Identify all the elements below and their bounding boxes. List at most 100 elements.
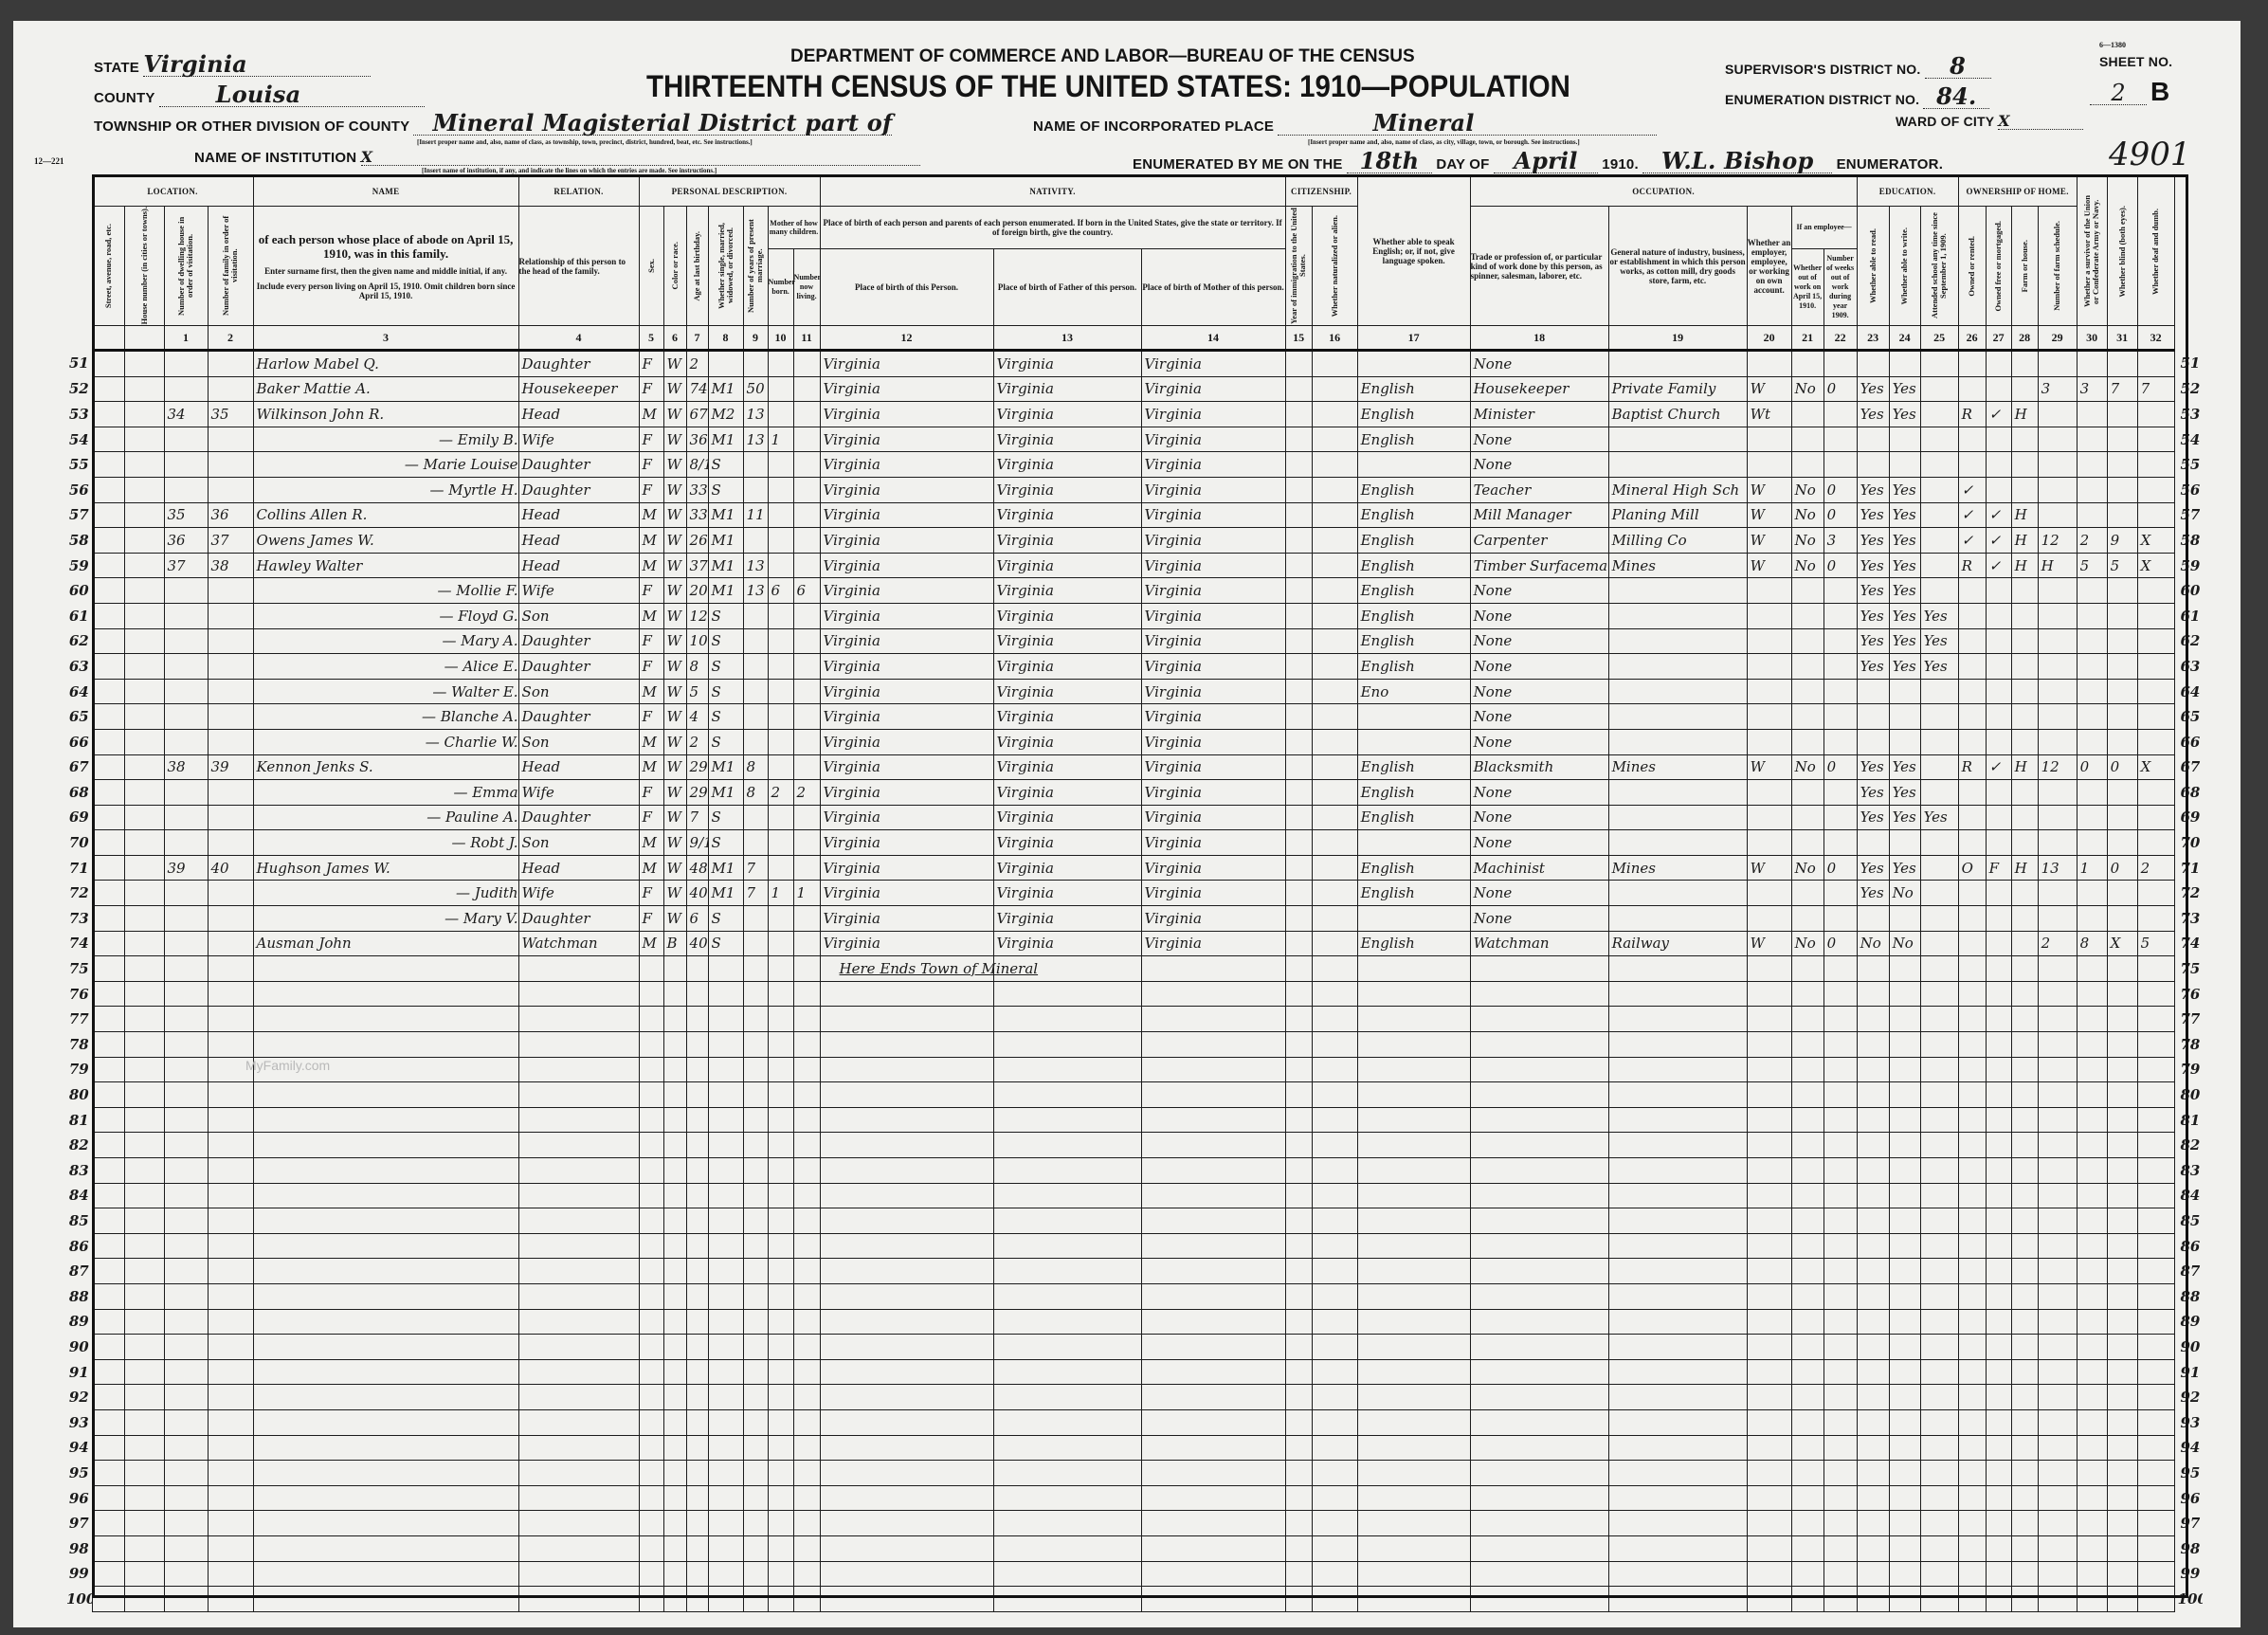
table-cell: F <box>638 627 664 655</box>
table-cell: S <box>707 829 744 856</box>
table-cell <box>2010 804 2039 831</box>
table-cell <box>2037 1408 2077 1436</box>
table-cell: S <box>707 653 744 680</box>
enumerated-field: Enumerated by me on the 18th day of Apri… <box>1133 150 1943 173</box>
table-cell: Housekeeper <box>517 375 640 403</box>
table-cell: 35 <box>207 401 254 427</box>
table-cell <box>2136 501 2175 529</box>
place-label: Name of incorporated place <box>1033 118 1275 135</box>
table-cell <box>517 955 640 982</box>
table-cell <box>1985 930 2012 957</box>
table-cell <box>1284 1081 1313 1108</box>
table-cell <box>2076 1384 2108 1410</box>
table-cell <box>123 1484 165 1512</box>
table-cell <box>1607 703 1748 730</box>
line-number-right: 53 <box>2180 405 2201 423</box>
table-cell: 40 <box>207 854 254 881</box>
line-number-right: 91 <box>2180 1363 2201 1381</box>
line-number-left: 98 <box>68 1539 89 1557</box>
line-number-left: 99 <box>68 1565 89 1583</box>
table-cell: Teacher <box>1469 476 1609 503</box>
table-cell <box>123 1258 165 1284</box>
table-cell <box>2076 779 2108 806</box>
table-cell <box>742 451 769 478</box>
table-cell <box>2037 577 2077 604</box>
table-cell: Virginia <box>1140 703 1286 730</box>
table-cell <box>742 350 769 377</box>
table-cell <box>91 1408 125 1436</box>
column-number: 26 <box>1957 325 1987 352</box>
table-cell <box>1957 1157 1987 1184</box>
table-cell <box>123 1358 165 1386</box>
table-cell: Yes <box>1856 501 1890 529</box>
table-cell <box>517 1408 640 1436</box>
table-cell: M2 <box>707 401 744 427</box>
table-cell <box>819 1081 994 1108</box>
table-cell: Virginia <box>1140 476 1286 503</box>
table-cell <box>1284 1434 1313 1462</box>
table-cell <box>1311 627 1358 655</box>
table-cell <box>1607 1560 1748 1588</box>
table-cell <box>819 1157 994 1184</box>
table-cell <box>1356 1232 1471 1260</box>
table-cell <box>1284 854 1313 881</box>
table-cell <box>163 1384 209 1410</box>
table-cell <box>252 1106 519 1134</box>
table-cell: 5 <box>2136 930 2175 957</box>
table-cell: 1 <box>767 880 794 907</box>
table-cell <box>1985 1586 2012 1612</box>
table-cell <box>2106 1358 2138 1386</box>
table-cell <box>91 1157 125 1184</box>
table-cell <box>792 1106 821 1134</box>
sheet-value: 2 <box>2090 82 2147 105</box>
table-cell <box>2010 1460 2039 1486</box>
table-cell <box>2010 1484 2039 1512</box>
table-cell <box>1311 930 1358 957</box>
table-cell <box>1985 426 2012 453</box>
line-number-left: 82 <box>68 1136 89 1154</box>
table-cell: Watchman <box>517 930 640 957</box>
table-cell <box>1888 1232 1921 1260</box>
table-cell <box>1919 1208 1959 1234</box>
table-cell <box>207 1258 254 1284</box>
institution-field: Name of institution X <box>194 150 920 167</box>
table-cell <box>742 1081 769 1108</box>
table-cell <box>207 1157 254 1184</box>
table-cell <box>1311 476 1358 503</box>
table-row: 96 96 <box>64 1484 2203 1512</box>
table-cell <box>1957 880 1987 907</box>
table-cell: Virginia <box>992 451 1142 478</box>
table-cell <box>767 1031 794 1058</box>
table-cell <box>2136 1208 2175 1234</box>
line-number-right: 88 <box>2180 1287 2201 1305</box>
table-cell <box>1311 1560 1358 1588</box>
table-cell <box>1356 955 1471 982</box>
table-cell <box>742 1157 769 1184</box>
table-cell <box>2076 1510 2108 1536</box>
table-cell <box>207 476 254 503</box>
table-cell <box>1607 880 1748 907</box>
table-cell: English <box>1356 880 1471 907</box>
table-cell <box>91 1031 125 1058</box>
table-cell <box>252 1434 519 1462</box>
table-cell <box>2136 955 2175 982</box>
age-heading: Age at last birthday. <box>685 206 709 326</box>
table-row: 82 82 <box>64 1132 2203 1158</box>
table-cell <box>1311 375 1358 403</box>
table-row: 70— Robt J.SonMW9/12SVirginiaVirginiaVir… <box>64 829 2203 856</box>
table-cell <box>2136 703 2175 730</box>
line-number-left: 70 <box>68 834 89 852</box>
table-cell <box>207 602 254 629</box>
table-cell <box>1469 1308 1609 1335</box>
department-heading: DEPARTMENT OF COMMERCE AND LABOR—BUREAU … <box>790 46 1415 66</box>
table-cell: Virginia <box>819 501 994 529</box>
table-cell <box>1140 1586 1286 1612</box>
table-cell <box>1985 375 2012 403</box>
table-cell <box>2136 426 2175 453</box>
table-cell: English <box>1356 930 1471 957</box>
table-cell <box>91 350 125 377</box>
table-cell <box>638 1460 664 1486</box>
table-cell: Baker Mattie A. <box>252 375 519 403</box>
table-cell <box>1957 627 1987 655</box>
table-cell <box>1919 1384 1959 1410</box>
